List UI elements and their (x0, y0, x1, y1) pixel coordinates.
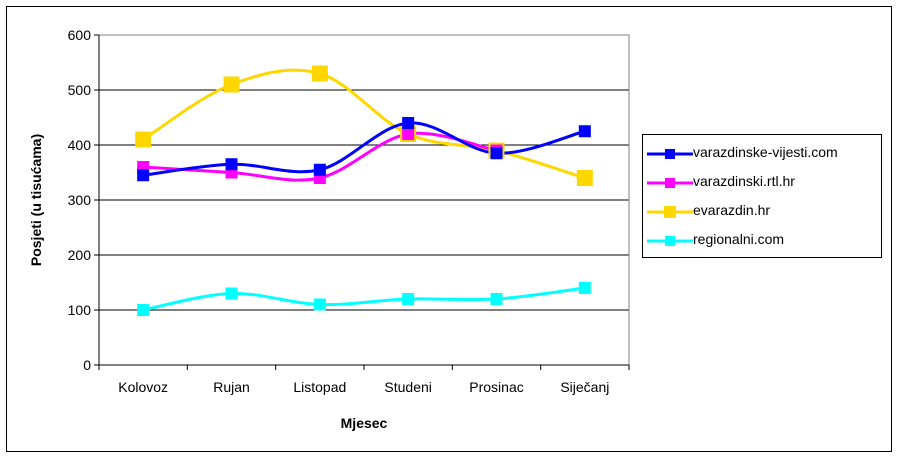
y-tick-label: 100 (68, 302, 92, 318)
x-tick-labels: Kolovoz Rujan Listopad Studeni Prosinac Siječ… (118, 379, 609, 395)
x-tick-label: Rujan (213, 379, 250, 395)
legend-label: varazdinski.rtl.hr (693, 173, 795, 189)
x-tick-label: Listopad (293, 379, 346, 395)
legend-label: regionalni.com (693, 231, 785, 247)
y-tick-label: 400 (68, 137, 92, 153)
x-tick-label: Kolovoz (118, 379, 168, 395)
data-point (225, 287, 238, 300)
series-line (142, 68, 586, 180)
legend-swatch (647, 206, 693, 218)
data-point (223, 76, 240, 93)
legend-swatch (647, 149, 693, 159)
data-point (402, 117, 415, 129)
data-point (313, 298, 326, 311)
data-point (402, 293, 415, 305)
data-point (137, 304, 150, 316)
y-tick-label: 500 (68, 82, 92, 98)
legend-label: varazdinske-vijesti.com (693, 144, 838, 160)
legend-item: varazdinski.rtl.hr (643, 173, 881, 202)
y-tick-label: 600 (68, 27, 92, 43)
data-point (490, 147, 503, 160)
x-tick-label: Prosinac (469, 379, 523, 395)
data-point (578, 125, 591, 138)
x-tick-label: Studeni (384, 379, 431, 395)
data-point (313, 163, 326, 176)
legend-swatch (647, 236, 693, 246)
y-axis-title: Posjeti (u tisućama) (28, 134, 44, 266)
legend: varazdinske-vijesti.com varazdinski.rtl.h… (642, 134, 882, 258)
legend-swatch (647, 178, 693, 188)
legend-item: varazdinske-vijesti.com (643, 144, 881, 173)
data-point (225, 158, 238, 171)
y-tick-label: 300 (68, 192, 92, 208)
legend-item: regionalni.com (643, 231, 881, 260)
data-point (137, 169, 150, 182)
data-point (490, 293, 503, 305)
series-line (142, 286, 586, 312)
y-tick-labels: 0 100 200 300 400 500 600 (68, 27, 92, 373)
data-point (576, 170, 593, 186)
y-tick-label: 0 (83, 357, 91, 373)
series-line (142, 121, 586, 177)
legend-label: evarazdin.hr (693, 202, 771, 218)
gridlines (99, 34, 629, 311)
y-tick-label: 200 (68, 247, 92, 263)
data-point (402, 128, 415, 140)
series-layer (135, 65, 593, 316)
axes (94, 34, 630, 370)
data-point (578, 282, 591, 294)
x-tick-label: Siječanj (560, 379, 609, 395)
data-point (311, 65, 328, 82)
legend-item: evarazdin.hr (643, 202, 881, 231)
x-axis-title: Mjesec (341, 415, 388, 431)
data-point (135, 131, 152, 148)
